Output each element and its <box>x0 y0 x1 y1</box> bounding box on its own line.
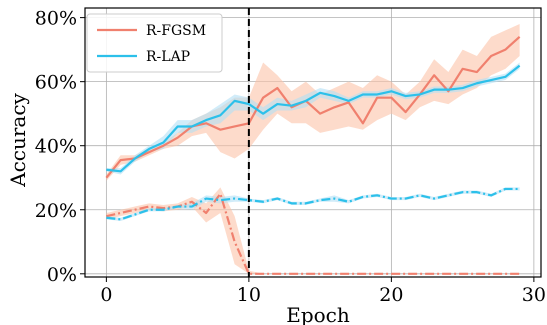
x-tick-label-1: 10 <box>237 284 261 306</box>
x-axis-ticks: 0 10 20 30 <box>100 277 546 306</box>
legend-label-r-lap: R-LAP <box>146 49 190 65</box>
series-line-r-lap-1 <box>106 64 521 173</box>
legend-box <box>86 13 223 73</box>
x-tick-label-3: 30 <box>522 284 546 306</box>
confidence-bands <box>106 24 520 274</box>
y-tick-label-2: 40% <box>35 136 77 158</box>
series-lines <box>105 36 521 275</box>
x-tick-label-2: 20 <box>379 284 403 306</box>
y-tick-label-1: 20% <box>35 200 77 222</box>
series-line-r-lap-dashdot-3 <box>106 187 520 221</box>
y-axis-ticks: 0% 20% 40% 60% 80% <box>35 8 85 286</box>
y-tick-label-0: 0% <box>47 264 77 286</box>
legend: R-FGSM R-LAP <box>86 13 223 73</box>
band-r-lap-dashdot-3 <box>106 187 520 221</box>
legend-label-r-fgsm: R-FGSM <box>146 23 206 39</box>
y-tick-label-4: 80% <box>35 8 77 30</box>
band-r-fgsm-dashdot-2 <box>106 187 520 274</box>
band-r-fgsm-0 <box>106 24 520 181</box>
series-line-r-fgsm-0 <box>105 36 521 179</box>
y-tick-label-3: 60% <box>35 72 77 94</box>
y-axis-title: Accuracy <box>6 92 30 187</box>
plot-frame <box>84 7 542 278</box>
x-axis-title: Epoch <box>286 303 350 325</box>
x-tick-label-0: 0 <box>100 284 112 306</box>
